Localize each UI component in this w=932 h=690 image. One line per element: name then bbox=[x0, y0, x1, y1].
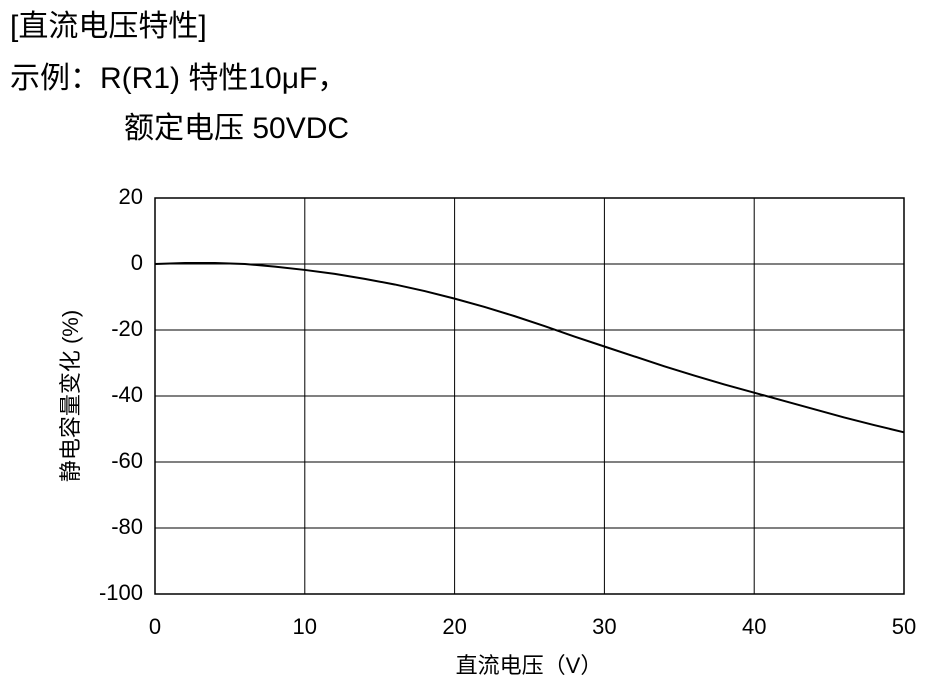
data-line bbox=[154, 262, 905, 434]
x-tick-label: 10 bbox=[293, 614, 317, 639]
x-tick-label: 50 bbox=[892, 614, 916, 639]
x-axis-label: 直流电压（V） bbox=[456, 653, 603, 678]
chart-title: [直流电压特性] bbox=[10, 10, 207, 43]
plot-frame bbox=[154, 197, 905, 595]
y-axis-label: 静电容量变化 (%) bbox=[58, 310, 83, 482]
x-tick-label: 20 bbox=[442, 614, 466, 639]
x-tick-label: 30 bbox=[592, 614, 616, 639]
y-tick-label: -20 bbox=[111, 316, 143, 341]
y-tick-label: -80 bbox=[111, 514, 143, 539]
y-tick-label: -100 bbox=[99, 580, 143, 605]
chart-subtitle: 额定电压 50VDC bbox=[124, 112, 349, 145]
y-tick-label: 20 bbox=[119, 184, 143, 209]
x-tick-label: 40 bbox=[742, 614, 766, 639]
y-tick-label: 0 bbox=[131, 250, 143, 275]
y-tick-label: -60 bbox=[111, 448, 143, 473]
x-tick-label: 0 bbox=[149, 614, 161, 639]
y-tick-label: -40 bbox=[111, 382, 143, 407]
chart-subtitle: 示例：R(R1) 特性10μF， bbox=[10, 62, 347, 95]
